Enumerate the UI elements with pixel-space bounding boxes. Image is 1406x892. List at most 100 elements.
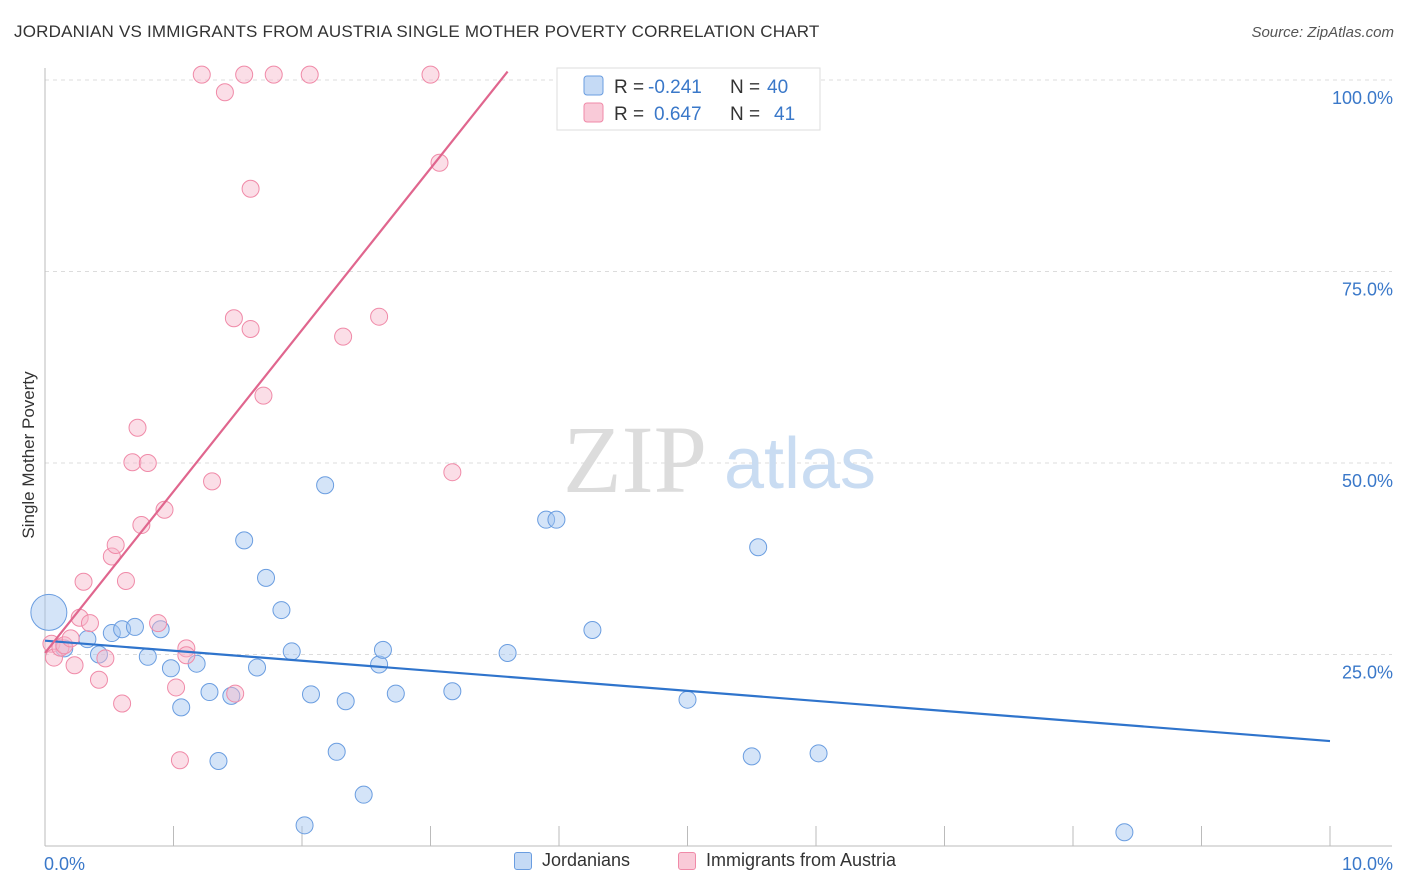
point-jordanians-15 [235, 531, 254, 550]
point-austria-40 [177, 646, 196, 665]
point-jordanians-7 [138, 647, 157, 666]
point-austria-37 [443, 463, 462, 482]
x-tick-label-max: 10.0% [1342, 854, 1393, 874]
legend-n-label-1: N = [730, 77, 760, 98]
point-austria-1 [44, 648, 63, 667]
legend-swatch-jordanians [583, 75, 604, 96]
trend-lines [44, 70, 1331, 743]
point-austria-35 [421, 65, 440, 84]
point-austria-27 [241, 319, 260, 338]
legend-n-label-2: N = [730, 104, 760, 125]
point-austria-34 [370, 307, 389, 326]
point-jordanians-29 [443, 682, 462, 701]
point-jordanians-21 [301, 685, 320, 704]
legend-label-austria: Immigrants from Austria [706, 850, 897, 870]
legend-n-value-2: 41 [774, 104, 795, 125]
watermark-atlas: atlas [724, 424, 876, 504]
point-austria-4 [61, 629, 80, 648]
point-jordanians-35 [742, 747, 761, 766]
point-jordanians-28 [386, 684, 405, 703]
legend-r-value-1: -0.241 [648, 77, 702, 98]
point-jordanians-36 [749, 538, 768, 557]
y-tick-label-0: 25.0% [1342, 663, 1393, 683]
trend-line-jordanians [44, 639, 1331, 743]
point-austria-26 [224, 309, 243, 328]
legend-swatch-austria-bottom [678, 851, 696, 870]
point-austria-16 [128, 418, 147, 437]
point-jordanians-17 [257, 568, 276, 587]
chart-title: JORDANIAN VS IMMIGRANTS FROM AUSTRIA SIN… [14, 22, 820, 41]
point-jordanians-30 [498, 643, 517, 662]
point-austria-24 [203, 472, 222, 491]
grid-lines [45, 79, 1392, 655]
point-jordanians-0 [30, 593, 68, 631]
point-jordanians-9 [161, 659, 180, 678]
point-austria-32 [300, 65, 319, 84]
point-austria-38 [241, 179, 260, 198]
legend-r-label-2: R = [614, 104, 644, 125]
point-austria-29 [264, 65, 283, 84]
stats-legend: R = -0.241 N = 40 R = 0.647 N = 41 [556, 67, 821, 131]
point-austria-8 [80, 614, 99, 633]
tick-labels: 0.0% 10.0% 25.0% 50.0% 75.0% 100.0% [44, 88, 1393, 874]
point-jordanians-22 [316, 476, 335, 495]
legend-n-value-1: 40 [767, 77, 788, 98]
point-jordanians-12 [200, 683, 219, 702]
point-austria-28 [254, 386, 273, 405]
y-axis-label: Single Mother Poverty [19, 371, 38, 539]
axes [44, 68, 1392, 847]
point-austria-25 [215, 83, 234, 102]
point-austria-9 [89, 670, 108, 689]
point-austria-15 [123, 453, 142, 472]
legend-r-label-1: R = [614, 77, 644, 98]
y-tick-label-1: 50.0% [1342, 471, 1393, 491]
point-austria-18 [138, 454, 157, 472]
point-jordanians-34 [678, 690, 697, 709]
point-jordanians-6 [125, 617, 144, 636]
point-jordanians-38 [1115, 823, 1134, 842]
point-jordanians-4 [102, 624, 121, 643]
point-jordanians-26 [370, 655, 389, 674]
point-austria-39 [226, 684, 245, 703]
point-austria-36 [430, 153, 449, 172]
point-austria-10 [96, 649, 115, 668]
point-austria-11 [102, 547, 121, 566]
point-jordanians-37 [809, 744, 828, 763]
y-tick-label-3: 100.0% [1332, 88, 1393, 108]
point-jordanians-19 [282, 642, 301, 661]
point-jordanians-33 [583, 620, 602, 639]
legend-item-jordanians: Jordanians [514, 850, 630, 871]
y-tick-label-2: 75.0% [1342, 280, 1393, 300]
watermark: ZIP atlas [563, 406, 876, 513]
point-austria-7 [74, 572, 93, 591]
chart-source: Source: ZipAtlas.com [1251, 24, 1394, 41]
point-jordanians-31 [537, 510, 556, 529]
x-tick-label-min: 0.0% [44, 854, 85, 874]
legend-r-value-2: 0.647 [654, 104, 702, 125]
point-jordanians-10 [172, 698, 191, 717]
point-jordanians-25 [354, 785, 373, 804]
watermark-zip: ZIP [563, 406, 707, 513]
point-jordanians-20 [295, 816, 314, 835]
point-jordanians-16 [248, 658, 267, 677]
legend-item-austria: Immigrants from Austria [678, 850, 896, 871]
bottom-legend: Jordanians Immigrants from Austria [0, 850, 1406, 880]
point-austria-30 [192, 65, 211, 84]
point-austria-14 [116, 571, 135, 590]
point-jordanians-24 [336, 692, 355, 711]
legend-swatch-austria [583, 102, 604, 123]
point-austria-21 [167, 678, 186, 697]
point-austria-31 [235, 65, 254, 84]
legend-label-jordanians: Jordanians [542, 850, 631, 870]
point-austria-5 [65, 656, 84, 675]
data-points [30, 65, 1134, 842]
point-jordanians-23 [327, 742, 346, 761]
point-austria-19 [149, 614, 168, 633]
point-jordanians-18 [272, 601, 291, 620]
point-jordanians-13 [209, 751, 228, 770]
point-austria-22 [170, 751, 189, 770]
legend-swatch-jordanians-bottom [514, 851, 532, 870]
point-austria-13 [113, 694, 132, 713]
point-jordanians-32 [547, 510, 566, 529]
